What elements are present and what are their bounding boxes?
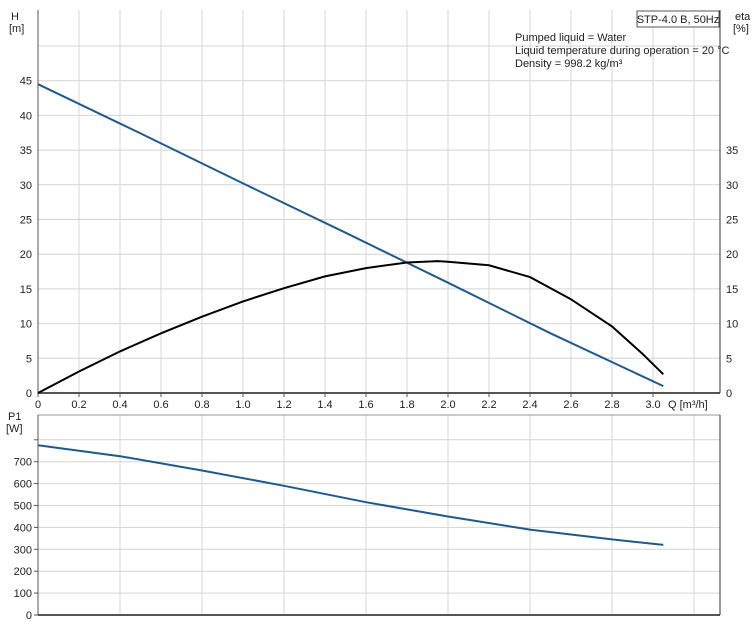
y-tick-label-left: 0 <box>26 388 32 400</box>
top-plot-area <box>38 10 720 393</box>
x-tick-label: 0.8 <box>194 399 209 411</box>
y-tick-label: 0 <box>26 610 32 622</box>
y-tick-label-right: 30 <box>726 180 738 192</box>
y-tick-label-left: 10 <box>20 319 32 331</box>
y-axis-right-unit: [%] <box>733 23 749 35</box>
y-tick-label-left: 20 <box>20 249 32 261</box>
y-tick-label-left: 5 <box>26 353 32 365</box>
y-tick-label-right: 35 <box>726 145 738 157</box>
series-line-H <box>37 83 664 388</box>
series-line-eta <box>37 260 665 394</box>
y-tick-label-right: 5 <box>726 353 732 365</box>
y-tick-label: 700 <box>14 457 32 469</box>
x-tick-label: 0 <box>35 399 41 411</box>
y-tick-label: 400 <box>14 522 32 534</box>
y-tick-label: 100 <box>14 588 32 600</box>
x-tick-label: 1.2 <box>276 399 291 411</box>
y-tick-label-left: 30 <box>20 180 32 192</box>
chart-title: STP-4.0 B, 50Hz <box>637 14 720 26</box>
annotation: Liquid temperature during operation = 20… <box>515 45 730 57</box>
y-tick-label-left: 15 <box>20 284 32 296</box>
bottom-plot-area <box>38 415 720 615</box>
x-tick-label: 1.6 <box>358 399 373 411</box>
y-tick-label: 300 <box>14 544 32 556</box>
y-axis-unit: [W] <box>6 423 23 435</box>
x-tick-label: 1.4 <box>317 399 332 411</box>
y-tick-label: 200 <box>14 566 32 578</box>
y-tick-label-right: 25 <box>726 215 738 227</box>
x-tick-label: 0.2 <box>71 399 86 411</box>
y-axis-left-name: H <box>11 11 19 23</box>
y-tick-label: 500 <box>14 501 32 513</box>
annotation: Pumped liquid = Water <box>515 32 627 44</box>
x-tick-label: 1.8 <box>399 399 414 411</box>
x-tick-label: 2.6 <box>563 399 578 411</box>
x-tick-label: 2.2 <box>481 399 496 411</box>
y-axis-name: P1 <box>8 411 21 423</box>
annotation: Density = 998.2 kg/m³ <box>515 58 623 70</box>
title-box <box>636 10 720 28</box>
x-axis-label: Q [m³/h] <box>668 399 708 411</box>
x-tick-label: 1.0 <box>235 399 250 411</box>
y-tick-label: 600 <box>14 479 32 491</box>
y-axis-right-name: eta <box>735 11 751 23</box>
y-tick-label-left: 35 <box>20 145 32 157</box>
y-tick-label-right: 0 <box>726 388 732 400</box>
x-tick-label: 0.4 <box>112 399 127 411</box>
y-axis-left-unit: [m] <box>9 23 24 35</box>
y-tick-label-left: 25 <box>20 215 32 227</box>
x-tick-label: 3.0 <box>645 399 660 411</box>
x-tick-label: 2.8 <box>604 399 619 411</box>
x-tick-label: 0.6 <box>153 399 168 411</box>
series-line-P1 <box>37 444 664 546</box>
y-tick-label-right: 15 <box>726 284 738 296</box>
x-tick-label: 2.4 <box>522 399 537 411</box>
y-tick-label-left: 45 <box>20 76 32 88</box>
y-tick-label-right: 10 <box>726 319 738 331</box>
y-tick-label-right: 20 <box>726 249 738 261</box>
x-tick-label: 2.0 <box>440 399 455 411</box>
y-tick-label-left: 40 <box>20 110 32 122</box>
